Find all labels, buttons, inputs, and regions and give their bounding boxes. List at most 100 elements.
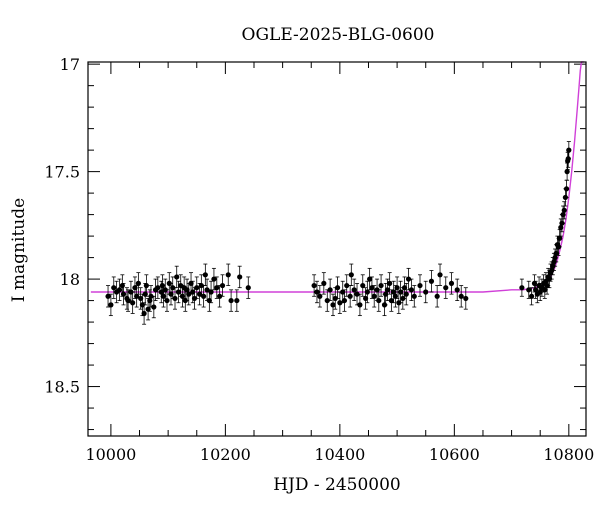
data-point (105, 285, 111, 308)
data-point (458, 285, 464, 308)
data-marker (217, 293, 223, 299)
data-point (448, 272, 455, 295)
data-marker (417, 282, 423, 289)
chart-title: OGLE-2025-BLG-0600 (242, 25, 435, 45)
data-marker (145, 306, 151, 312)
data-marker (225, 272, 231, 278)
data-marker (190, 289, 196, 295)
data-marker (463, 295, 469, 302)
data-point (417, 274, 423, 297)
y-tick-labels: 17 17.5 18 18.5 (44, 55, 80, 396)
data-marker (564, 169, 570, 175)
data-marker (348, 272, 354, 278)
data-marker (116, 287, 123, 293)
data-point (334, 276, 341, 299)
data-marker (526, 287, 532, 293)
data-point (202, 263, 208, 286)
data-point (348, 263, 354, 286)
data-point (428, 270, 435, 293)
data-marker (332, 295, 338, 302)
data-marker (314, 289, 320, 295)
data-point (563, 179, 570, 198)
data-marker (533, 287, 539, 293)
x-tick-label: 10400 (314, 445, 365, 464)
data-marker (228, 297, 234, 304)
data-marker (391, 289, 397, 295)
data-marker (371, 293, 377, 299)
data-marker (105, 293, 111, 299)
data-marker (155, 285, 161, 291)
data-marker (174, 274, 180, 280)
data-marker (423, 289, 429, 295)
data-point (529, 287, 535, 306)
data-point (130, 291, 136, 314)
data-marker (184, 287, 190, 293)
y-tick-label: 18 (60, 270, 80, 289)
data-marker (384, 287, 390, 293)
data-marker (151, 304, 157, 310)
data-marker (188, 280, 194, 286)
data-point (371, 285, 377, 308)
plot-area (87, 61, 587, 437)
data-point (526, 280, 532, 299)
data-marker (397, 289, 404, 295)
data-marker (197, 291, 203, 297)
data-marker (148, 293, 154, 299)
data-point (314, 280, 320, 304)
data-marker (132, 285, 138, 291)
data-point (443, 276, 449, 299)
x-tick-label: 10600 (429, 445, 480, 464)
data-point (151, 295, 157, 319)
data-marker (405, 276, 412, 282)
data-point (116, 278, 123, 301)
data-marker (428, 278, 435, 284)
plot-frame (87, 61, 587, 437)
data-marker (324, 297, 330, 304)
data-point (341, 289, 348, 312)
data-marker (563, 186, 570, 192)
data-point (211, 267, 217, 291)
data-marker (108, 302, 114, 308)
data-point (463, 287, 469, 310)
data-marker (443, 285, 449, 291)
data-point (519, 278, 525, 297)
data-point (184, 278, 190, 301)
data-point (364, 280, 370, 304)
data-marker (448, 280, 455, 286)
data-point (408, 278, 415, 301)
data-point (228, 289, 234, 312)
data-marker (311, 282, 317, 289)
data-point (369, 276, 375, 299)
data-marker (434, 293, 440, 299)
y-tick-label: 17.5 (44, 163, 80, 182)
data-marker (364, 289, 370, 295)
data-marker (566, 147, 572, 153)
data-point (566, 141, 572, 160)
data-marker (201, 293, 207, 299)
data-point (311, 274, 317, 297)
x-tick-labels: 10000 10200 10400 10600 10800 (85, 445, 594, 464)
data-marker (237, 274, 243, 280)
data-point (327, 278, 333, 301)
data-point (378, 274, 384, 297)
data-point (237, 265, 243, 289)
data-point (376, 289, 382, 312)
data-marker (164, 297, 170, 304)
y-axis-label: I magnitude (9, 198, 29, 302)
data-marker (387, 280, 393, 286)
data-marker (357, 302, 363, 308)
data-marker (143, 282, 149, 289)
data-point (125, 289, 131, 312)
data-point (360, 274, 366, 297)
data-marker (134, 293, 140, 299)
data-marker (186, 291, 192, 297)
data-point (234, 289, 240, 312)
data-point (317, 285, 323, 308)
x-tick-label: 10200 (200, 445, 251, 464)
data-marker (408, 287, 415, 293)
data-point (354, 282, 360, 306)
data-marker (172, 295, 178, 302)
data-marker (179, 293, 186, 299)
data-marker (388, 297, 394, 304)
